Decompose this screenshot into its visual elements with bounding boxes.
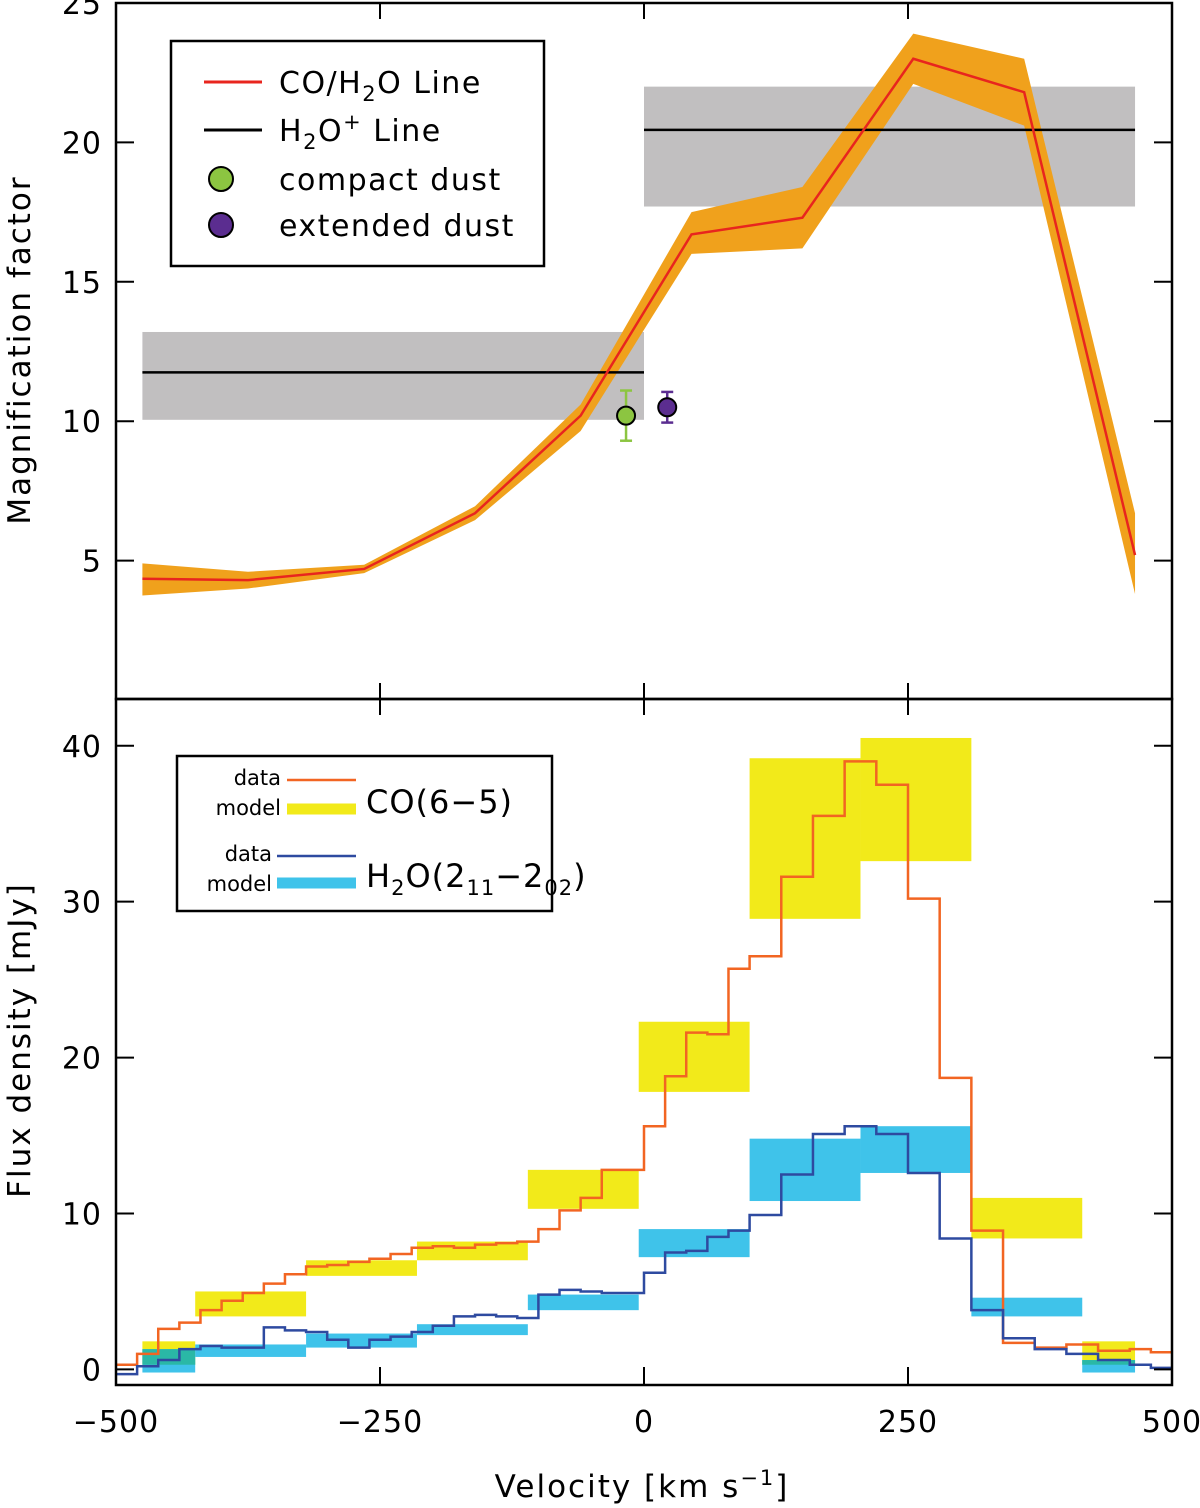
co-model-box-8 <box>971 1197 1083 1239</box>
bottom-ytick-label: 0 <box>82 1353 102 1388</box>
x-axis-title: Velocity [km s−1] <box>495 1466 790 1505</box>
h2o-model-box-5 <box>638 1229 750 1258</box>
h2o-model-box-6 <box>749 1138 861 1202</box>
co-data-step <box>116 760 1172 1366</box>
co-model-box-6 <box>749 758 861 919</box>
co-h2o-line-series <box>142 57 1137 582</box>
legend-label-co65: CO(6−5) <box>366 783 513 821</box>
top-ticks: 5 10 15 20 25 <box>62 0 1173 699</box>
x-tick-label: 250 <box>878 1405 938 1440</box>
x-tick-label: 500 <box>1142 1405 1200 1440</box>
bottom-legend-box <box>175 754 554 913</box>
compact-dust-point <box>616 405 637 426</box>
top-ytick-label: 25 <box>62 0 102 22</box>
top-y-axis-title: Magnification factor <box>2 175 38 524</box>
legend-label-h2o-plus: H2O+ Line <box>279 110 442 154</box>
model-overlap-box-0 <box>142 1349 196 1365</box>
x-tick-label: −500 <box>73 1405 159 1440</box>
bottom-ytick-label: 20 <box>62 1042 102 1077</box>
co-model-box-1 <box>195 1291 307 1317</box>
co-model-box-4 <box>527 1169 639 1209</box>
legend-label-extended-dust: extended dust <box>279 209 515 244</box>
h2o-plus-lines <box>142 128 1136 374</box>
extended-dust-point <box>657 397 678 418</box>
data-step-lines <box>116 760 1172 1376</box>
bottom-y-axis-title: Flux density [mJy] <box>2 882 38 1198</box>
co-h2o-line <box>142 57 1137 582</box>
h2o-model-box-3 <box>416 1324 528 1336</box>
h2o-data-step <box>116 1124 1172 1376</box>
legend-h2o-data-label: data <box>225 842 272 866</box>
bottom-legend: data model CO(6−5) data model H2O(211−20… <box>175 754 587 913</box>
h2o-model-box-2 <box>306 1333 417 1348</box>
dust-points <box>616 389 678 442</box>
top-ytick-label: 5 <box>82 545 102 580</box>
magnification-panel: 5 10 15 20 25 Magnification factor CO/H2O Li… <box>2 0 1174 701</box>
bottom-ytick-label: 10 <box>62 1198 102 1233</box>
legend-co-data-label: data <box>234 766 281 790</box>
flux-panel: −500 −250 0 250 500 0 10 20 30 40 Flux density [m… <box>2 697 1200 1505</box>
co-h2o-uncertainty-band <box>142 33 1136 596</box>
co-model-box-7 <box>860 737 972 862</box>
x-tick-label: −250 <box>337 1405 423 1440</box>
bottom-ytick-label: 30 <box>62 886 102 921</box>
legend-label-compact-dust: compact dust <box>279 163 502 198</box>
x-tick-label: 0 <box>634 1405 654 1440</box>
legend-label-h2o: H2O(211−202) <box>366 857 587 900</box>
h2o-model-box-4 <box>527 1294 639 1311</box>
h2o-model-boxes <box>142 1126 1136 1373</box>
top-ytick-label: 20 <box>62 126 102 161</box>
top-ytick-label: 10 <box>62 405 102 440</box>
h2o-plus-band-0 <box>142 331 644 420</box>
model-overlap-box-9 <box>1082 1360 1136 1365</box>
top-legend: CO/H2O Line H2O+ Line compact dust exten… <box>169 39 546 268</box>
top-ytick-label: 15 <box>62 266 102 301</box>
legend-marker-compact-dust <box>208 166 234 192</box>
legend-label-co-h2o: CO/H2O Line <box>279 66 482 106</box>
bottom-ytick-label: 40 <box>62 730 102 765</box>
legend-co-model-label: model <box>216 796 281 820</box>
bottom-ticks: −500 −250 0 250 500 0 10 20 30 40 <box>62 699 1200 1440</box>
h2o-model-box-8 <box>971 1297 1083 1317</box>
co-h2o-band <box>142 33 1136 596</box>
legend-h2o-model-label: model <box>207 872 272 896</box>
legend-marker-extended-dust <box>208 212 234 238</box>
